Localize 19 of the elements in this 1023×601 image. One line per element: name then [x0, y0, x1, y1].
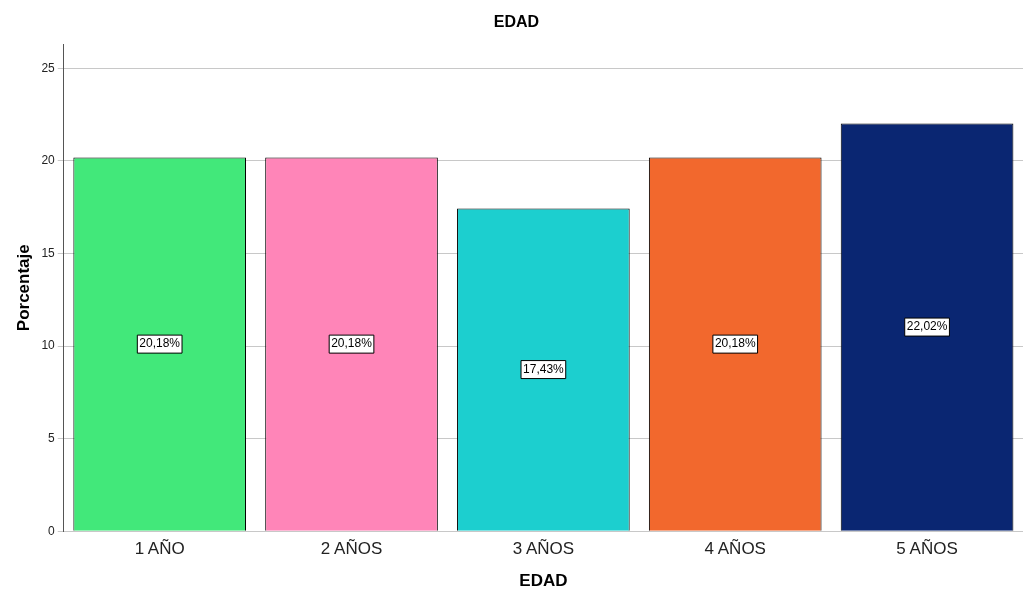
x-tick-label: 1 AÑO	[134, 539, 185, 559]
y-tick-label: 15	[41, 245, 56, 260]
y-tick-label: 20	[41, 153, 56, 168]
x-tick-label: 5 AÑOS	[896, 539, 958, 559]
data-label: 20,18%	[331, 336, 373, 351]
x-tick-label: 2 AÑOS	[320, 539, 383, 559]
x-tick-label: 4 AÑOS	[704, 539, 766, 559]
y-axis-title: Porcentaje	[13, 244, 33, 332]
data-label: 20,18%	[139, 336, 181, 351]
x-tick-label: 3 AÑOS	[512, 539, 575, 559]
y-tick-label: 10	[41, 338, 56, 353]
chart-title: EDAD	[493, 13, 540, 31]
y-tick-label: 25	[41, 60, 56, 75]
data-label: 17,43%	[523, 361, 565, 376]
data-label: 20,18%	[714, 336, 756, 351]
y-tick-label: 5	[48, 430, 56, 445]
y-tick-label: 0	[48, 523, 56, 538]
x-axis-title: EDAD	[519, 571, 568, 591]
data-label: 22,02%	[906, 319, 948, 334]
